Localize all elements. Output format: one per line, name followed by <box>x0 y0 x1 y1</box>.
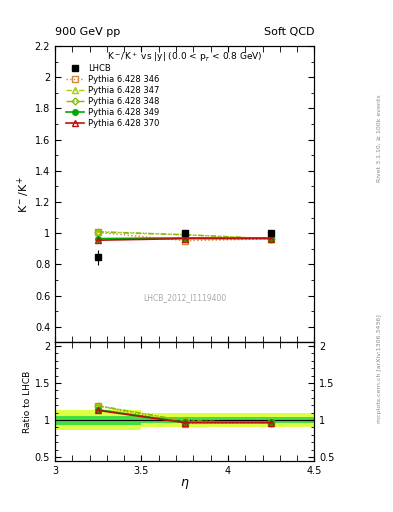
Legend: LHCB, Pythia 6.428 346, Pythia 6.428 347, Pythia 6.428 348, Pythia 6.428 349, Py: LHCB, Pythia 6.428 346, Pythia 6.428 347… <box>64 62 161 130</box>
Text: K$^-$/K$^+$ vs |y| (0.0 < p$_T$ < 0.8 GeV): K$^-$/K$^+$ vs |y| (0.0 < p$_T$ < 0.8 Ge… <box>107 51 263 64</box>
Text: Soft QCD: Soft QCD <box>264 27 314 37</box>
X-axis label: $\eta$: $\eta$ <box>180 477 189 491</box>
Text: Rivet 3.1.10, ≥ 100k events: Rivet 3.1.10, ≥ 100k events <box>377 94 382 182</box>
Y-axis label: Ratio to LHCB: Ratio to LHCB <box>23 370 32 433</box>
Text: LHCB_2012_I1119400: LHCB_2012_I1119400 <box>143 293 226 303</box>
Y-axis label: K$^-$/K$^+$: K$^-$/K$^+$ <box>16 176 32 213</box>
Bar <box>55 410 141 431</box>
Bar <box>141 413 228 428</box>
Bar <box>141 417 228 423</box>
Text: mcplots.cern.ch [arXiv:1306.3436]: mcplots.cern.ch [arXiv:1306.3436] <box>377 314 382 423</box>
Bar <box>228 417 314 423</box>
Text: 900 GeV pp: 900 GeV pp <box>55 27 120 37</box>
Bar <box>55 416 141 424</box>
Bar <box>228 413 314 428</box>
